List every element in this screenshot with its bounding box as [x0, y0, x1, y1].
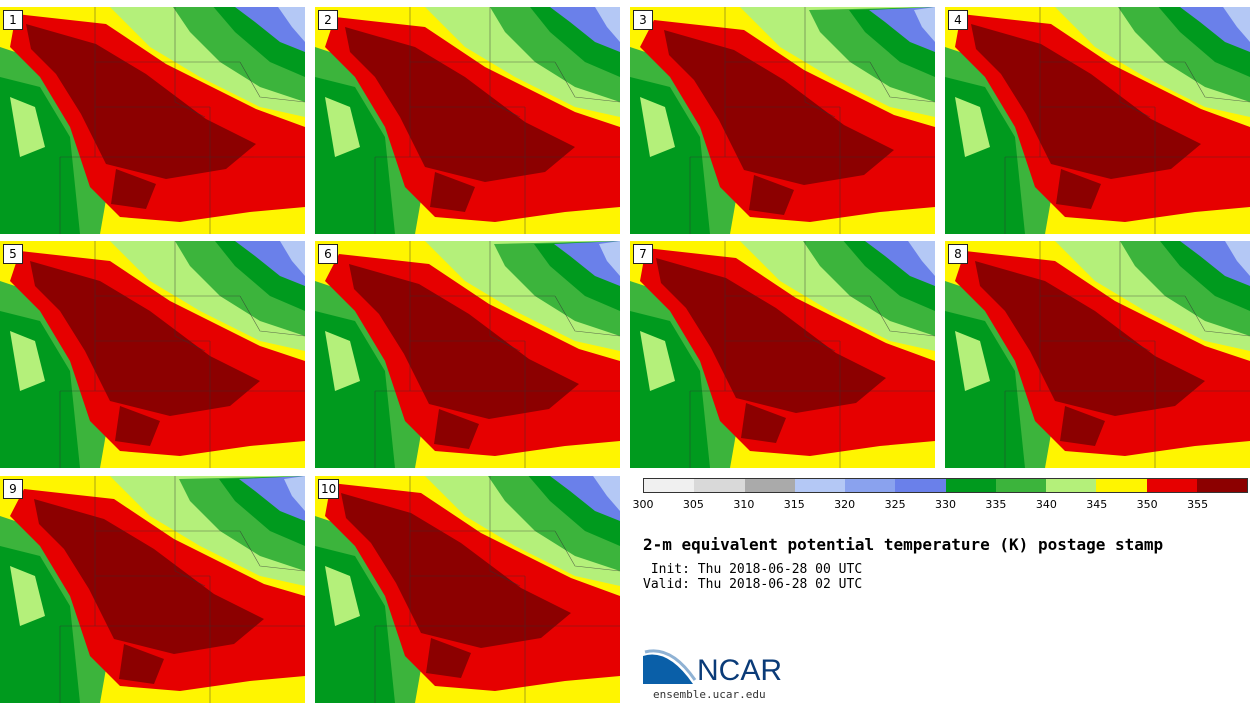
colorbar-swatch — [945, 479, 996, 492]
colorbar-tick-label: 315 — [783, 498, 805, 511]
panel-number-label: 2 — [318, 10, 338, 30]
panel-number-label: 1 — [3, 10, 23, 30]
map-panel: 4 — [945, 7, 1250, 234]
panel-number-label: 9 — [3, 479, 23, 499]
colorbar-swatch — [1046, 479, 1097, 492]
colorbar-swatch — [694, 479, 745, 492]
colorbar-swatch — [1196, 479, 1247, 492]
panel-number-label: 7 — [633, 244, 653, 264]
map-panel: 1 — [0, 7, 305, 234]
map-panel: 10 — [315, 476, 620, 703]
colorbar-tick-label: 345 — [1086, 498, 1108, 511]
colorbar-swatch — [1146, 479, 1197, 492]
panel-number-label: 5 — [3, 244, 23, 264]
site-url: ensemble.ucar.edu — [653, 688, 766, 701]
panel-number-label: 10 — [318, 479, 340, 499]
map-panel: 5 — [0, 241, 305, 468]
map-panel: 6 — [315, 241, 620, 468]
colorbar-swatch — [744, 479, 795, 492]
valid-time: Valid: Thu 2018-06-28 02 UTC — [643, 577, 863, 592]
init-time: Init: Thu 2018-06-28 00 UTC — [643, 562, 863, 577]
ncar-logo-icon — [643, 649, 697, 684]
panel-number-label: 3 — [633, 10, 653, 30]
colorbar-tick-label: 335 — [985, 498, 1007, 511]
colorbar-tick-label: 330 — [935, 498, 956, 511]
colorbar-tick-label: 350 — [1136, 498, 1158, 511]
colorbar-swatch — [644, 479, 695, 492]
colorbar-tick-label: 310 — [733, 498, 755, 511]
map-panel: 3 — [630, 7, 935, 234]
map-panel: 2 — [315, 7, 620, 234]
colorbar-swatch — [1096, 479, 1147, 492]
map-panel: 7 — [630, 241, 935, 468]
map-panel: 9 — [0, 476, 305, 703]
colorbar-swatch — [845, 479, 896, 492]
map-panel: 8 — [945, 241, 1250, 468]
colorbar-tick-label: 325 — [884, 498, 906, 511]
colorbar-swatch — [895, 479, 946, 492]
colorbar-tick-label: 305 — [682, 498, 704, 511]
colorbar-tick-label: 355 — [1187, 498, 1209, 511]
chart-title: 2-m equivalent potential temperature (K)… — [643, 535, 1164, 554]
colorbar-tick-label: 320 — [834, 498, 856, 511]
colorbar-tick-label: 340 — [1035, 498, 1057, 511]
colorbar-swatch — [794, 479, 845, 492]
ncar-logo-word: NCAR — [697, 654, 783, 687]
colorbar-swatch — [995, 479, 1046, 492]
colorbar — [643, 478, 1248, 493]
colorbar-tick-label: 300 — [632, 498, 654, 511]
panel-number-label: 8 — [948, 244, 968, 264]
panel-number-label: 6 — [318, 244, 338, 264]
panel-number-label: 4 — [948, 10, 968, 30]
